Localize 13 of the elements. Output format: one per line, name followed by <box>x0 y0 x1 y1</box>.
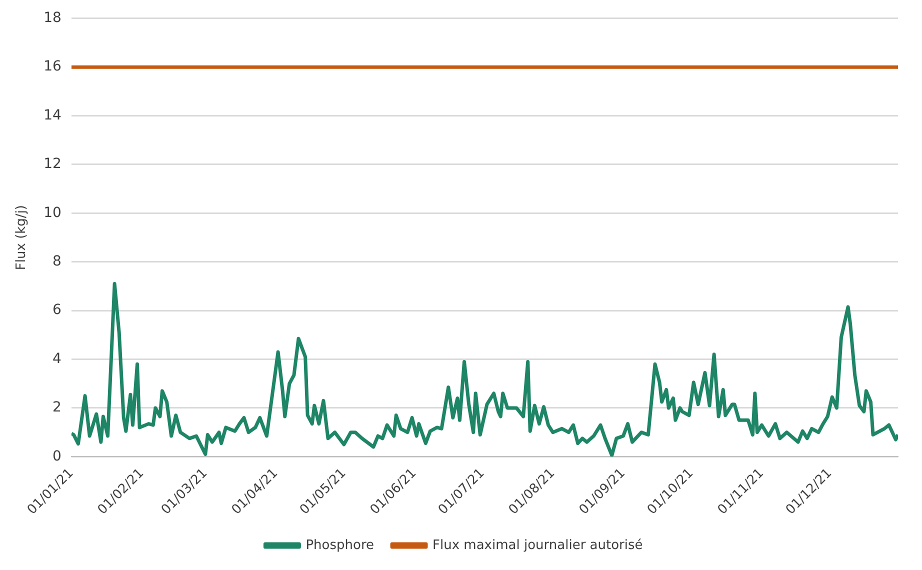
y-tick-label: 16 <box>44 58 62 75</box>
y-tick-label: 10 <box>44 204 62 221</box>
y-tick-label: 4 <box>52 350 62 367</box>
y-tick-label: 18 <box>44 10 62 26</box>
y-tick-label: 6 <box>52 302 62 318</box>
legend-label: Flux maximal journalier autorisé <box>432 538 643 553</box>
y-tick-label: 12 <box>44 156 62 172</box>
y-tick-label: 14 <box>44 107 62 124</box>
y-axis-title: Flux (kg/j) <box>14 205 30 270</box>
y-tick-label: 0 <box>52 448 62 464</box>
y-tick-label: 8 <box>52 254 62 270</box>
legend-label: Phosphore <box>306 538 374 553</box>
y-tick-label: 2 <box>52 400 62 416</box>
